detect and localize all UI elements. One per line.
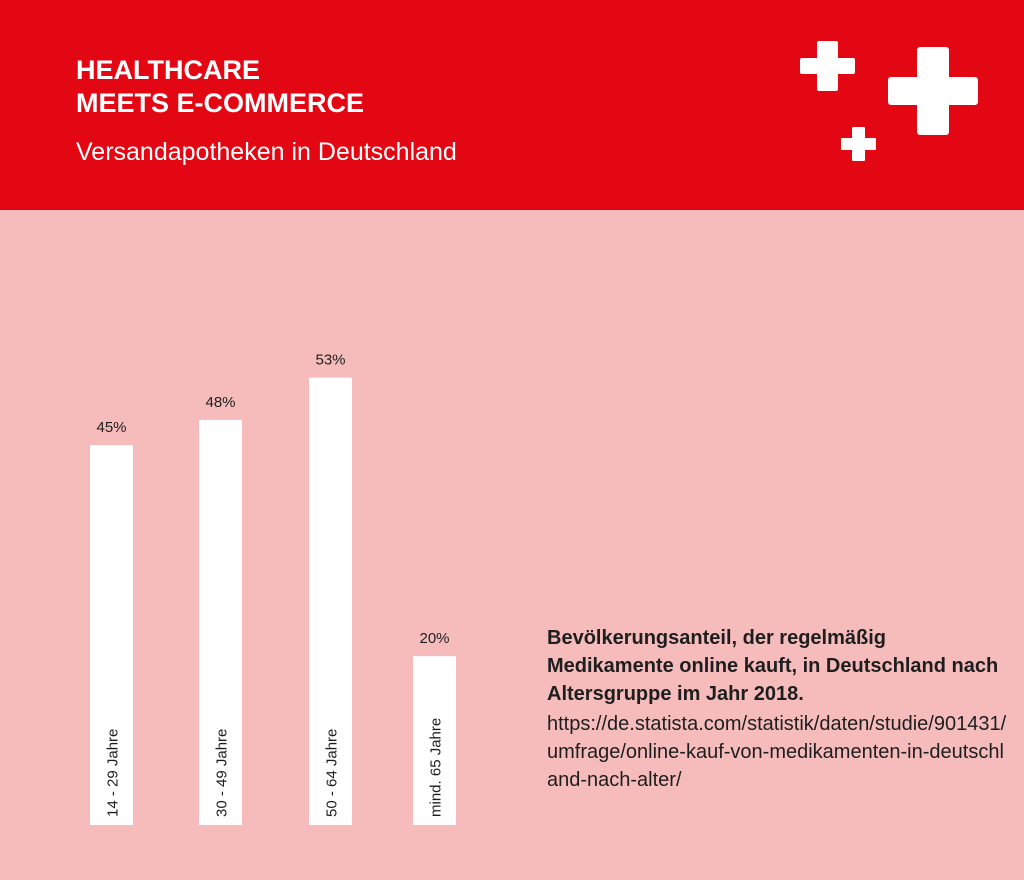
category-label-1: 14 - 29 Jahre [105, 729, 122, 817]
source-url: https://de.statista.com/statistik/daten/… [547, 713, 1007, 791]
bar-value-label-3: 53% [315, 352, 345, 369]
category-label-4: mind. 65 Jahre [428, 718, 445, 817]
plus-cross-icons [800, 41, 978, 161]
bar-value-label-4: 20% [419, 630, 449, 647]
bar-2 [199, 419, 242, 825]
page-subtitle: Versandapotheken in Deutschland [76, 138, 457, 166]
bar-value-label-1: 45% [96, 419, 126, 436]
plus-icon-small-top [800, 41, 855, 91]
bar-value-label-2: 48% [205, 394, 235, 411]
plus-icon-large [888, 47, 978, 135]
category-label-2: 30 - 49 Jahre [214, 729, 231, 817]
bar-1 [90, 445, 133, 825]
page-title: HEALTHCARE MEETS E-COMMERCE [76, 54, 364, 120]
bar-3 [309, 377, 352, 825]
title-line-2: MEETS E-COMMERCE [76, 88, 365, 118]
plus-icon-small-bottom [841, 127, 876, 161]
header-banner: HEALTHCARE MEETS E-COMMERCE Versandapoth… [0, 0, 1024, 210]
chart-caption: Bevölkerungsanteil, der regelmäßig Medik… [547, 627, 999, 705]
bar-4 [413, 656, 456, 825]
title-line-1: HEALTHCARE [76, 55, 260, 85]
bar-chart: 45% 14 - 29 Jahre 48% 30 - 49 Jahre 53% 50 - … [90, 352, 456, 825]
category-label-3: 50 - 64 Jahre [324, 729, 341, 817]
chart-note: Bevölkerungsanteil, der regelmäßig Medik… [547, 624, 1007, 794]
